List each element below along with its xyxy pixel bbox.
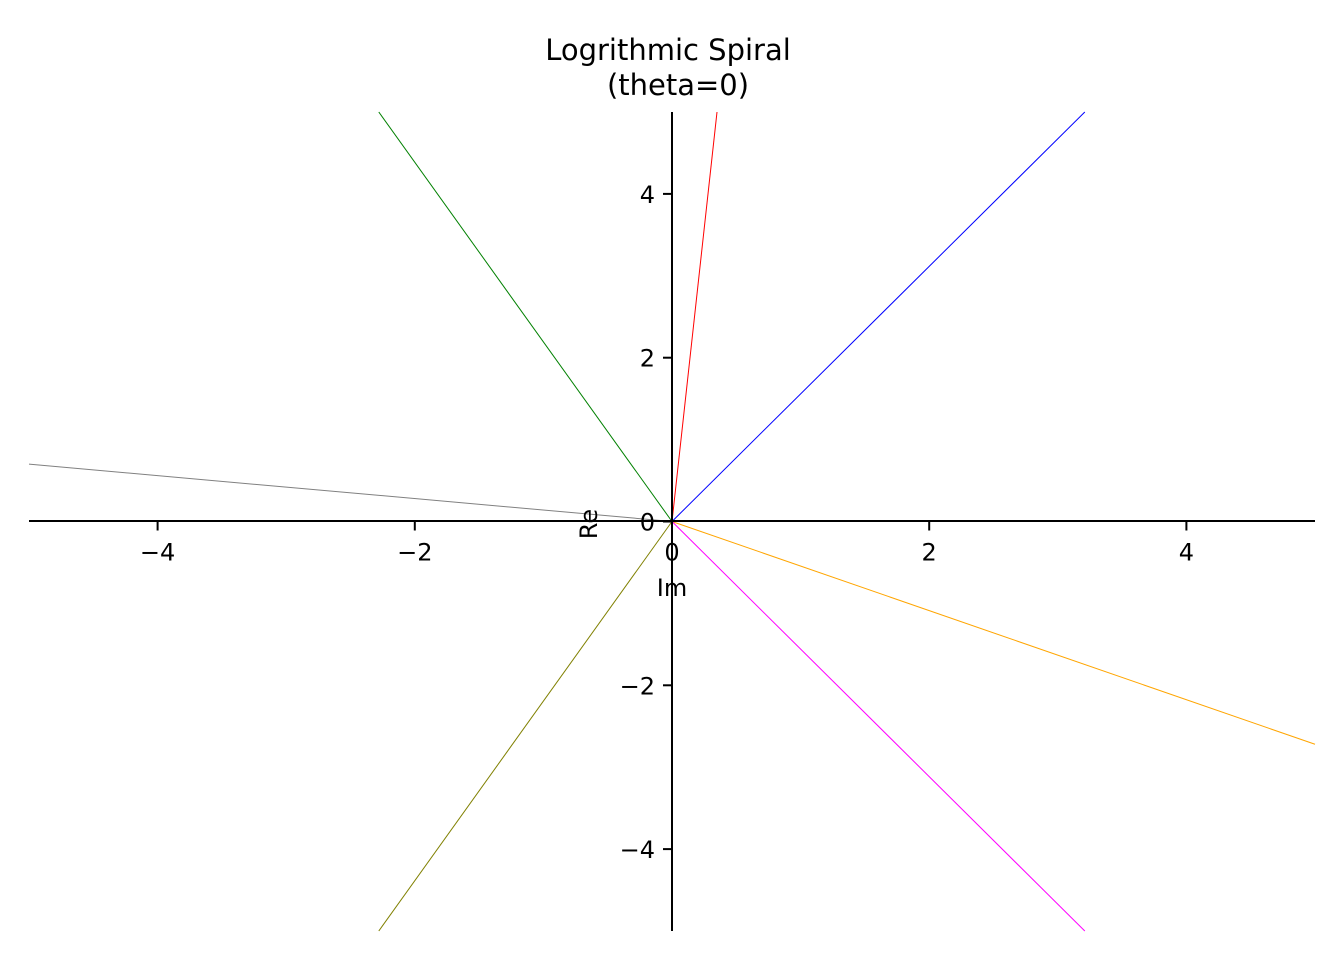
series-layer <box>28 111 1316 932</box>
y-tick-label: −2 <box>620 672 655 700</box>
x-axis-label: Im <box>657 574 687 602</box>
spiral-series-line-7 <box>378 111 673 522</box>
spiral-series-line-3 <box>671 521 1316 745</box>
y-tick-label: 2 <box>640 345 655 373</box>
spiral-series-line-5 <box>378 521 673 932</box>
y-tick-label: −4 <box>620 836 655 864</box>
spiral-series-line-4 <box>671 521 1086 932</box>
chart-title: Logrithmic Spiral <box>545 33 791 67</box>
x-tick-label: 2 <box>922 539 937 567</box>
spiral-series-line-2 <box>671 111 1086 522</box>
x-tick-label: −4 <box>140 539 175 567</box>
y-axis-label: Re <box>575 509 603 539</box>
spiral-series-line-1 <box>671 111 718 522</box>
chart-subtitle: (theta=0) <box>607 68 749 102</box>
x-tick-label: 0 <box>664 539 679 567</box>
y-tick-label: 0 <box>640 509 655 537</box>
x-tick-label: 4 <box>1179 539 1194 567</box>
spiral-series-line-6 <box>28 463 673 522</box>
x-tick-label: −2 <box>397 539 432 567</box>
tick-layer: −4 −2 0 2 4 −4 −2 0 2 4 <box>140 181 1194 864</box>
y-tick-label: 4 <box>640 181 655 209</box>
